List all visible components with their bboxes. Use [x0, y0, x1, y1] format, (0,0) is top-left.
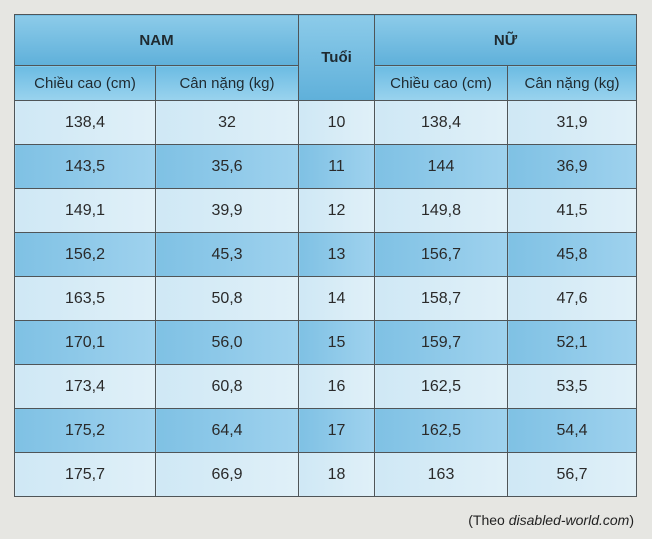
- table-row: 163,5 50,8 14 158,7 47,6: [14, 276, 638, 321]
- table-cell: 45,3: [154, 232, 300, 277]
- table-row: 149,1 39,9 12 149,8 41,5: [14, 188, 638, 233]
- table-cell: 17: [298, 408, 376, 453]
- table-cell: 35,6: [154, 144, 300, 189]
- table-cell: 56,7: [507, 452, 638, 497]
- table-cell: 50,8: [154, 276, 300, 321]
- column-header: Cân nặng (kg): [154, 65, 300, 101]
- table-cell: 66,9: [154, 452, 300, 497]
- table-cell: 162,5: [374, 364, 509, 409]
- table-cell: 39,9: [154, 188, 300, 233]
- group-header: NAM: [13, 14, 300, 66]
- table-row: 170,1 56,0 15 159,7 52,1: [14, 320, 638, 365]
- table-cell: 14: [298, 276, 376, 321]
- table-row: 175,7 66,9 18 163 56,7: [14, 452, 638, 497]
- table-cell: 53,5: [507, 364, 638, 409]
- table-cell: 52,1: [507, 320, 638, 365]
- table-cell: 64,4: [154, 408, 300, 453]
- table-cell: 156,2: [14, 232, 156, 277]
- table-cell: 170,1: [14, 320, 156, 365]
- table-cell: 163,5: [14, 276, 156, 321]
- table-cell: 16: [298, 364, 376, 409]
- column-header: Chiều cao (cm): [374, 65, 509, 101]
- table-cell: 138,4: [14, 100, 156, 145]
- table-cell: 12: [298, 188, 376, 233]
- table-cell: 36,9: [507, 144, 638, 189]
- table-cell: 56,0: [154, 320, 300, 365]
- table-cell: 45,8: [507, 232, 638, 277]
- table-cell: 143,5: [14, 144, 156, 189]
- data-table: NAM Tuổi NỮ Chiều cao (cm) Cân nặng (kg)…: [13, 14, 638, 497]
- table-cell: 149,8: [374, 188, 509, 233]
- table-cell: 175,7: [14, 452, 156, 497]
- table-cell: 156,7: [374, 232, 509, 277]
- table-row: 175,2 64,4 17 162,5 54,4: [14, 408, 638, 453]
- table-cell: 32: [154, 100, 300, 145]
- table-cell: 175,2: [14, 408, 156, 453]
- table-row: 156,2 45,3 13 156,7 45,8: [14, 232, 638, 277]
- age-header: Tuổi: [298, 14, 376, 101]
- table-cell: 144: [374, 144, 509, 189]
- table-cell: 163: [374, 452, 509, 497]
- table-cell: 149,1: [14, 188, 156, 233]
- source-site: disabled-world.com: [508, 512, 630, 528]
- group-header: NỮ: [374, 14, 638, 66]
- source-note: (Theo disabled-world.com): [468, 512, 634, 528]
- table-cell: 13: [298, 232, 376, 277]
- table-cell: 11: [298, 144, 376, 189]
- column-header: Chiều cao (cm): [14, 65, 156, 101]
- table-body: 138,4 32 10 138,4 31,9 143,5 35,6 11 144 36,9 149,…: [14, 100, 638, 497]
- table-cell: 18: [298, 452, 376, 497]
- table-cell: 54,4: [507, 408, 638, 453]
- source-text: (Theo: [468, 512, 509, 528]
- source-text: ): [629, 512, 634, 528]
- column-header: Cân nặng (kg): [507, 65, 638, 101]
- table-cell: 138,4: [374, 100, 509, 145]
- table-cell: 15: [298, 320, 376, 365]
- table-row: 138,4 32 10 138,4 31,9: [14, 100, 638, 145]
- table-cell: 60,8: [154, 364, 300, 409]
- table-cell: 159,7: [374, 320, 509, 365]
- table-row: 143,5 35,6 11 144 36,9: [14, 144, 638, 189]
- table-cell: 31,9: [507, 100, 638, 145]
- table-cell: 10: [298, 100, 376, 145]
- table-row: 173,4 60,8 16 162,5 53,5: [14, 364, 638, 409]
- table-cell: 41,5: [507, 188, 638, 233]
- table-cell: 158,7: [374, 276, 509, 321]
- table-cell: 162,5: [374, 408, 509, 453]
- table-cell: 47,6: [507, 276, 638, 321]
- table-cell: 173,4: [14, 364, 156, 409]
